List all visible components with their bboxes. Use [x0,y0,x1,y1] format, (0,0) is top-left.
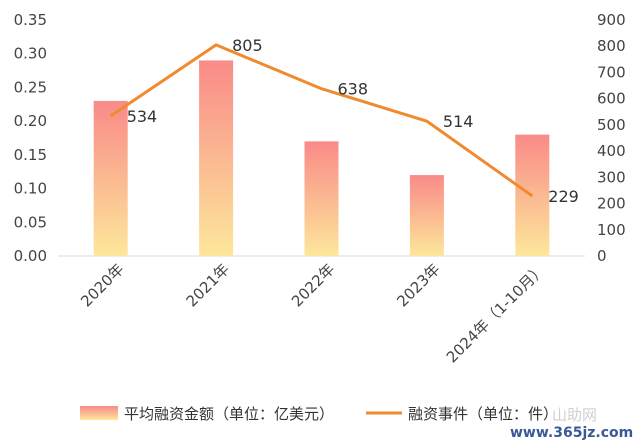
category-label: 2024年（1-10月） [443,260,549,366]
line-data-labels: 534 805 638 514 229 [127,36,579,206]
line-series [109,43,534,198]
legend-bar-swatch [80,406,118,420]
left-tick-label: 0.35 [14,11,47,29]
right-tick-label: 600 [597,90,626,108]
left-tick-label: 0.30 [14,45,47,63]
watermark: 山助网 www.365jz.com [510,406,633,441]
category-label: 2020年 [77,260,127,310]
bar [409,175,444,256]
category-label: 2021年 [183,260,233,310]
left-tick-label: 0.15 [14,146,47,164]
legend-bar-label: 平均融资金额（单位：亿美元） [124,405,334,423]
legend: 平均融资金额（单位：亿美元） 融资事件（单位：件） [80,405,558,423]
data-label: 514 [443,112,474,131]
right-tick-label: 500 [597,116,626,134]
right-tick-label: 800 [597,37,626,55]
right-axis-ticks: 0 100 200 300 400 500 600 700 800 900 [597,11,626,265]
left-tick-label: 0.25 [14,78,47,96]
right-tick-label: 900 [597,11,626,29]
data-label: 534 [127,107,158,126]
bar [199,60,234,257]
right-tick-label: 300 [597,168,626,186]
category-label: 2023年 [393,260,443,310]
left-tick-label: 0.10 [14,180,47,198]
data-label: 229 [548,187,579,206]
bar [304,141,339,256]
bar [93,100,128,257]
right-tick-label: 0 [597,247,607,265]
x-axis-category-labels: 2020年 2021年 2022年 2023年 2024年（1-10月） [77,260,549,366]
left-axis-ticks: 0.00 0.05 0.10 0.15 0.20 0.25 0.30 0.35 [14,11,47,265]
right-tick-label: 400 [597,142,626,160]
category-label: 2022年 [288,260,338,310]
data-label: 638 [338,80,369,99]
left-tick-label: 0.00 [14,247,47,265]
right-tick-label: 200 [597,195,626,213]
right-tick-label: 100 [597,221,626,239]
left-tick-label: 0.05 [14,213,47,231]
right-tick-label: 700 [597,63,626,81]
watermark-url: www.365jz.com [510,425,633,441]
legend-line-label: 融资事件（单位：件） [408,405,558,423]
data-label: 805 [232,36,263,55]
left-tick-label: 0.20 [14,112,47,130]
bar-series [93,60,550,257]
watermark-mark: 山助网 [552,406,597,424]
